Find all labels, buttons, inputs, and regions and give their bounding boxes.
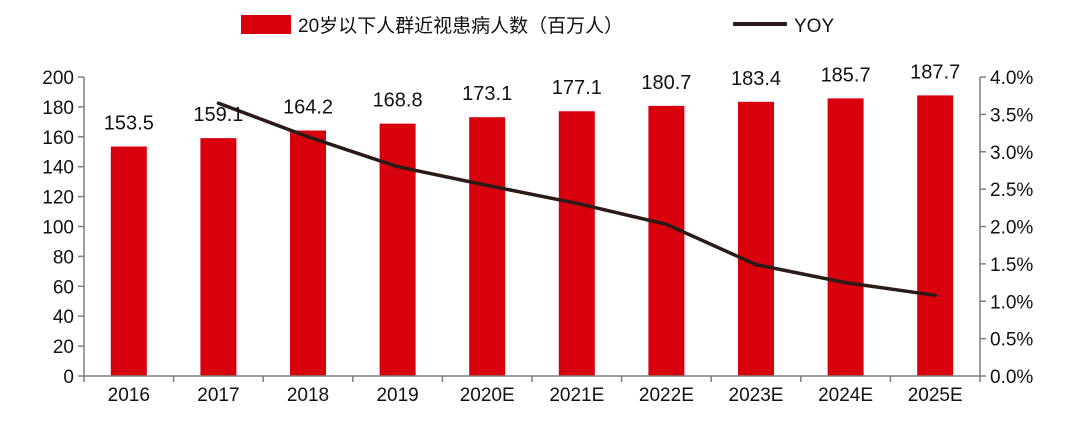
bar-2020E (469, 117, 506, 376)
data-label: 153.5 (104, 113, 154, 135)
x-tick-label: 2019 (376, 385, 418, 406)
bar-2018 (290, 130, 326, 376)
bar-series (110, 95, 954, 377)
bar-2025E (917, 95, 954, 377)
left-tick-label: 200 (42, 68, 74, 89)
left-tick-label: 160 (42, 128, 74, 149)
data-label: 177.1 (552, 77, 602, 99)
x-tick-label: 2024E (818, 385, 873, 406)
left-tick-label: 0 (63, 367, 74, 388)
right-tick-label: 0.0% (990, 367, 1033, 388)
right-tick-label: 2.5% (990, 180, 1033, 201)
x-tick-label: 2016 (108, 385, 150, 406)
right-tick-label: 4.0% (990, 68, 1033, 89)
x-tick-label: 2020E (460, 385, 515, 406)
x-tick-label: 2025E (908, 385, 963, 406)
right-tick-label: 1.0% (990, 292, 1033, 313)
bar-2016 (110, 146, 147, 376)
axes: 0 20 40 60 80 100 120 140 160 180 200 0.0% 0.5% 1.0% 1… (42, 68, 1033, 406)
legend-bar-swatch (241, 15, 291, 34)
data-label: 187.7 (910, 61, 960, 83)
data-label: 159.1 (193, 104, 243, 126)
data-label: 168.8 (373, 90, 423, 112)
x-tick-label: 2018 (287, 385, 329, 406)
legend: 20岁以下人群近视患病人数（百万人） YOY (241, 15, 834, 37)
left-tick-label: 140 (42, 158, 74, 179)
left-tick-label: 100 (42, 218, 74, 239)
legend-line-label: YOY (794, 16, 834, 37)
data-label: 164.2 (283, 97, 333, 119)
left-tick-label: 120 (42, 188, 74, 209)
right-tick-label: 1.5% (990, 255, 1033, 276)
data-label: 173.1 (462, 83, 512, 105)
x-tick-label: 2021E (549, 385, 604, 406)
bar-2017 (200, 138, 237, 376)
left-tick-label: 80 (53, 247, 74, 268)
data-label: 180.7 (641, 72, 691, 94)
bar-2024E (827, 98, 864, 376)
left-tick-label: 60 (53, 277, 74, 298)
right-tick-label: 3.0% (990, 143, 1033, 164)
bar-2023E (738, 101, 774, 376)
bar-2022E (648, 105, 685, 376)
data-labels: 153.5 159.1 164.2 168.8 173.1 177.1 180.7 183.4… (104, 61, 960, 134)
x-tick-label: 2017 (197, 385, 239, 406)
x-tick-label: 2023E (729, 385, 784, 406)
right-tick-label: 0.5% (990, 330, 1033, 351)
data-label: 185.7 (821, 64, 871, 86)
right-tick-label: 3.5% (990, 105, 1033, 126)
right-tick-label: 2.0% (990, 218, 1033, 239)
data-label: 183.4 (731, 68, 781, 90)
left-tick-label: 180 (42, 98, 74, 119)
legend-bar-label: 20岁以下人群近视患病人数（百万人） (298, 15, 623, 37)
left-tick-label: 20 (53, 337, 74, 358)
yoy-series (216, 101, 937, 298)
left-tick-label: 40 (53, 307, 74, 328)
x-tick-label: 2022E (639, 385, 694, 406)
yoy-line (216, 101, 937, 298)
bar-2021E (558, 111, 595, 376)
